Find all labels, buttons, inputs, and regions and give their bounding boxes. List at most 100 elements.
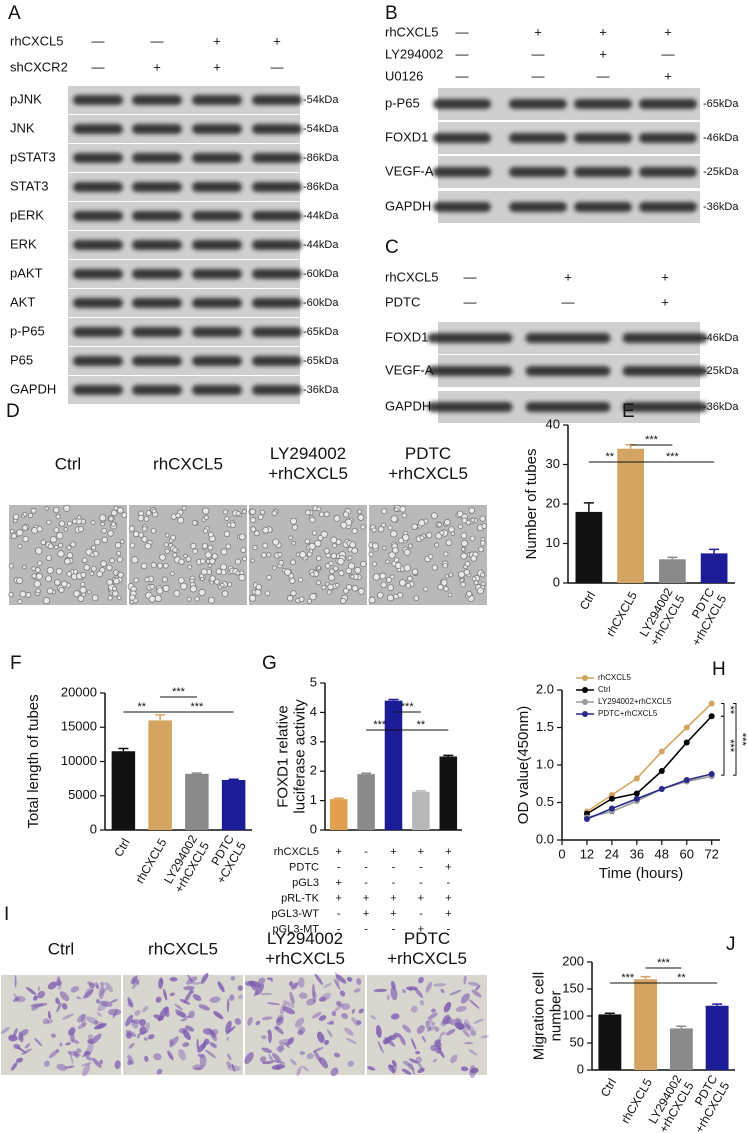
- condition-sign: -: [337, 908, 341, 920]
- blot-band: [73, 95, 123, 105]
- blot-band: [192, 298, 242, 308]
- blot-band: [639, 133, 697, 143]
- condition-sign: +: [273, 33, 281, 48]
- cell: [329, 568, 335, 574]
- cell: [93, 538, 101, 546]
- cell: [158, 977, 164, 989]
- legend-label: rhCXCL5: [598, 673, 631, 682]
- cell: [110, 509, 118, 517]
- cell: [339, 990, 346, 997]
- cell: [410, 1005, 418, 1013]
- size-label: -25kDa: [703, 365, 739, 377]
- cell: [284, 568, 292, 576]
- cell: [65, 1042, 71, 1046]
- error-bar: [415, 790, 426, 792]
- cell: [190, 542, 197, 550]
- cell: [416, 1025, 425, 1034]
- cell: [202, 1028, 213, 1035]
- cell: [132, 530, 140, 538]
- cell: [351, 547, 358, 554]
- cell: [202, 507, 210, 515]
- cell: [466, 590, 473, 597]
- cell: [178, 558, 185, 565]
- cell: [185, 556, 192, 562]
- cell: [315, 555, 322, 562]
- cell: [226, 1061, 232, 1068]
- cell: [460, 993, 470, 1004]
- condition-sign: —: [456, 24, 469, 39]
- cell: [97, 1024, 103, 1029]
- blot-band: [525, 366, 611, 376]
- cell: [264, 590, 271, 597]
- cell: [181, 505, 187, 511]
- y-tick-label: 1: [310, 792, 317, 807]
- error-bar: [443, 754, 454, 757]
- bar: [357, 774, 375, 830]
- bar: [617, 448, 644, 583]
- cell: [98, 985, 105, 1000]
- cell: [340, 597, 347, 605]
- image-caption: PDTC +rhCXCL5: [387, 930, 467, 969]
- condition-sign: +: [418, 892, 424, 904]
- cell: [55, 514, 61, 520]
- cell: [312, 990, 317, 1004]
- cell: [443, 1002, 452, 1013]
- cell: [110, 999, 118, 1003]
- cell: [271, 510, 278, 517]
- condition-sign: —: [151, 33, 164, 48]
- cell: [401, 1068, 412, 1075]
- cell: [469, 999, 480, 1009]
- cell: [299, 551, 307, 559]
- cell: [358, 1008, 364, 1014]
- cell: [119, 539, 125, 544]
- cell: [316, 565, 321, 570]
- cell: [169, 977, 178, 982]
- cell: [431, 1008, 436, 1013]
- cell: [76, 515, 82, 520]
- cell: [196, 1038, 199, 1050]
- cell: [125, 1030, 137, 1037]
- cell: [387, 1064, 396, 1073]
- cell: [268, 1030, 272, 1044]
- cell: [56, 1063, 68, 1071]
- condition-sign: -: [337, 923, 341, 935]
- condition-sign: +: [599, 46, 607, 61]
- cell: [107, 595, 113, 601]
- blot-band: [252, 153, 302, 163]
- cell: [192, 993, 202, 1001]
- cell: [91, 594, 99, 602]
- cell: [448, 572, 454, 577]
- blot-band: [192, 153, 242, 163]
- y-tick-label: 150: [562, 980, 584, 995]
- cell: [147, 1034, 155, 1040]
- cell: [367, 1066, 376, 1071]
- cell: [351, 1008, 355, 1014]
- cell: [323, 547, 330, 554]
- cell: [220, 563, 228, 571]
- cell: [317, 1031, 325, 1043]
- cell: [36, 525, 43, 533]
- cell: [287, 1037, 295, 1046]
- cell: [439, 1031, 446, 1036]
- cell: [167, 1050, 174, 1061]
- image-caption: Ctrl: [48, 939, 74, 958]
- significance-label: ***: [373, 719, 387, 731]
- cell: [357, 509, 362, 515]
- cell: [164, 532, 170, 538]
- cell: [50, 1033, 56, 1038]
- cell: [58, 586, 65, 594]
- category-label: Ctrl: [577, 589, 598, 612]
- cell: [345, 584, 353, 591]
- cell: [376, 591, 384, 599]
- cell: [261, 552, 267, 558]
- bar: [148, 720, 172, 830]
- condition-label: pGL3: [292, 877, 319, 889]
- cell: [153, 1053, 162, 1061]
- cell: [411, 1038, 417, 1050]
- cell: [347, 1060, 354, 1067]
- cell: [105, 982, 113, 993]
- cell: [311, 1011, 322, 1019]
- cell: [57, 550, 65, 558]
- cell: [470, 517, 476, 523]
- cell: [46, 519, 52, 525]
